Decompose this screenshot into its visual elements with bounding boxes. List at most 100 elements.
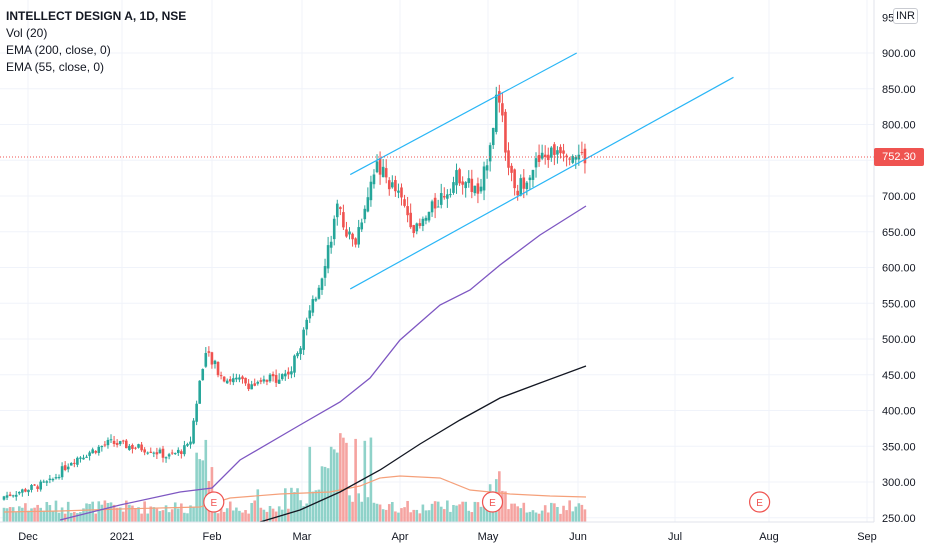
volume-indicator-label[interactable]: Vol (20) xyxy=(6,26,48,40)
price-tick-label: 400.00 xyxy=(882,406,916,418)
volume-bar xyxy=(335,452,339,522)
candle xyxy=(210,351,214,369)
candle xyxy=(348,227,351,240)
candle xyxy=(494,86,498,135)
price-tick-label: 350.00 xyxy=(882,441,916,453)
volume-bar xyxy=(403,507,406,522)
candle xyxy=(222,376,226,383)
candle xyxy=(339,206,342,216)
volume-bar xyxy=(345,442,348,522)
volume-bar xyxy=(232,510,235,522)
volume-bar xyxy=(446,500,449,522)
volume-bar xyxy=(296,488,299,522)
candle xyxy=(128,443,131,451)
candle xyxy=(559,144,562,159)
time-tick-label: May xyxy=(478,531,499,543)
earnings-marker[interactable]: E xyxy=(203,491,225,513)
candle xyxy=(452,176,455,195)
volume-bar xyxy=(140,513,143,522)
price-tick-label: 550.00 xyxy=(882,298,916,310)
candle xyxy=(24,487,27,493)
candle xyxy=(556,146,559,164)
candle xyxy=(51,477,55,482)
candle xyxy=(213,359,217,369)
volume-bar xyxy=(317,489,321,522)
volume-bar xyxy=(103,500,107,522)
candle xyxy=(109,434,113,444)
candle xyxy=(189,436,192,449)
candle xyxy=(247,379,250,392)
candle xyxy=(250,380,253,390)
earnings-marker[interactable]: E xyxy=(481,491,504,513)
channel-lower-line[interactable] xyxy=(349,76,734,290)
volume-bar xyxy=(277,506,281,522)
volume-bar xyxy=(550,502,553,522)
candle xyxy=(176,447,180,456)
candle xyxy=(335,199,339,226)
currency-badge[interactable]: INR xyxy=(893,8,918,24)
candle xyxy=(180,449,183,459)
legend: INTELLECT DESIGN A, 1D, NSE Vol (20) EMA… xyxy=(6,8,186,76)
candle xyxy=(305,317,309,336)
candle xyxy=(198,380,201,404)
volume-bar xyxy=(94,513,98,522)
candle xyxy=(167,452,171,460)
time-tick-label: Aug xyxy=(759,531,779,543)
price-tick-label: 450.00 xyxy=(882,370,916,382)
symbol-title[interactable]: INTELLECT DESIGN A, 1D, NSE xyxy=(6,9,187,23)
candle xyxy=(470,169,474,199)
channel-upper-line[interactable] xyxy=(349,52,577,176)
candle xyxy=(152,451,156,458)
candle xyxy=(27,489,30,496)
candle xyxy=(271,371,275,382)
volume-bar xyxy=(143,501,146,522)
candle xyxy=(403,194,406,208)
candle xyxy=(430,199,434,217)
volume-bar xyxy=(308,446,312,522)
volume-bar xyxy=(421,504,425,522)
price-axis: 250.00 300.00 350.00 400.00 450.00 500.00 550.… xyxy=(882,12,916,525)
volume-bar xyxy=(339,433,342,522)
ema200-indicator-label[interactable]: EMA (200, close, 0) xyxy=(6,43,111,57)
candle xyxy=(491,127,495,149)
volume-bar xyxy=(82,508,85,522)
ema-lines xyxy=(59,205,587,523)
volume-bar xyxy=(115,507,119,522)
volume-bar xyxy=(225,508,229,522)
candle xyxy=(170,449,174,455)
volume-bar xyxy=(201,460,205,522)
candle xyxy=(351,232,354,247)
volume-bar xyxy=(287,508,290,522)
candle xyxy=(449,188,452,198)
volume-bar xyxy=(11,507,15,522)
earnings-marker[interactable]: E xyxy=(749,491,771,513)
candlestick-series xyxy=(2,84,587,501)
volume-bar xyxy=(2,507,6,522)
candle xyxy=(268,373,272,383)
candle xyxy=(540,144,544,161)
candle xyxy=(125,439,128,449)
candle xyxy=(39,479,42,492)
volume-bar xyxy=(513,503,516,522)
candle xyxy=(525,180,529,196)
candle xyxy=(308,305,312,323)
volume-bar xyxy=(60,507,64,522)
volume-bar xyxy=(302,506,305,522)
candle xyxy=(173,452,177,455)
candle xyxy=(85,454,88,458)
volume-bar xyxy=(167,512,171,522)
volume-bar xyxy=(559,513,562,522)
ema55-indicator-label[interactable]: EMA (55, close, 0) xyxy=(6,60,105,74)
candle xyxy=(446,189,449,208)
volume-bar xyxy=(290,487,293,522)
candle xyxy=(314,296,318,302)
volume-bar xyxy=(195,452,198,522)
volume-bar xyxy=(155,508,159,522)
candle xyxy=(375,154,379,174)
volume-bar xyxy=(213,504,217,522)
svg-text:E: E xyxy=(756,498,763,509)
candle xyxy=(60,462,64,480)
candle xyxy=(543,145,547,165)
volume-bar xyxy=(534,512,538,522)
